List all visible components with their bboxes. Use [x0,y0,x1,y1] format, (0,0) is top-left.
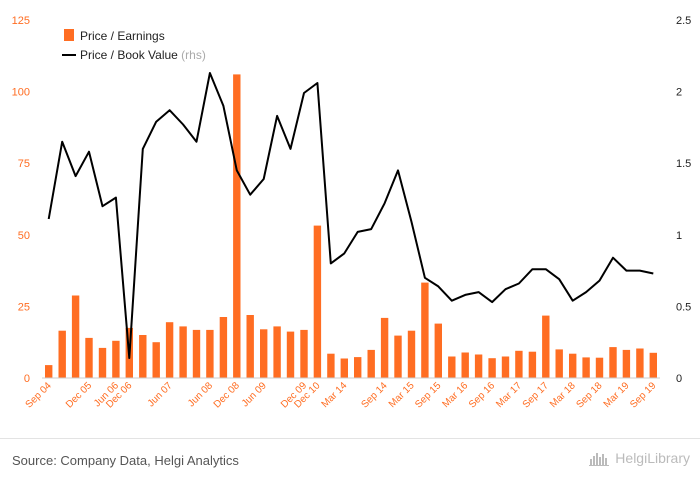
pe-bar [542,315,550,378]
pe-bar [609,347,617,378]
pe-bar [501,356,510,378]
right-tick-label: 0 [676,373,682,385]
pe-bar [260,329,268,378]
left-tick-label: 0 [24,373,30,385]
x-tick-label: Mar 16 [441,380,471,410]
brand-name: HelgiLibrary [615,450,690,466]
left-tick-label: 75 [18,158,30,170]
pe-bar [206,329,214,378]
footer: Source: Company Data, Helgi Analytics He… [0,438,700,483]
right-tick-label: 2.5 [676,15,691,27]
pe-bar [98,347,107,378]
left-tick-label: 25 [18,301,30,313]
pe-bar [474,354,483,378]
left-axis: 0 25 50 75 100 125 [12,15,30,385]
x-tick-label: Mar 14 [320,380,350,410]
pe-bar [595,357,604,378]
x-tick-label: Sep 18 [574,380,604,410]
pe-bar [327,353,335,378]
pe-bar [340,358,348,378]
pe-bar [179,326,187,378]
pe-bar [152,342,160,378]
pe-bar [192,329,201,378]
right-axis: 0 0.5 1 1.5 2 2.5 [676,15,691,385]
pe-bar [246,315,254,378]
pe-bar [354,357,362,378]
x-tick-label: Mar 17 [494,380,524,410]
pbv-line [47,72,654,359]
pe-bar [380,317,389,378]
pe-bar [71,295,80,378]
pe-bar [649,352,657,378]
x-tick-label: Mar 19 [602,380,632,410]
pe-bar [394,335,402,378]
pe-bar [45,365,53,378]
right-tick-label: 0.5 [676,301,691,313]
library-icon [589,453,610,466]
legend-line-label: Price / Book Value (rhs) [80,48,206,62]
legend: Price / Earnings Price / Book Value (rhs… [62,29,206,62]
legend-bar-swatch [64,29,74,41]
pe-bar [233,74,241,379]
pe-bar [622,349,631,378]
legend-bar-label: Price / Earnings [80,29,165,43]
x-tick-label: Mar 15 [387,380,417,410]
pe-bar [139,335,147,378]
x-tick-label: Mar 18 [548,380,578,410]
left-tick-label: 100 [12,87,30,99]
x-tick-label: Jun 08 [186,380,215,409]
pe-bar [407,330,416,378]
pe-bar [367,349,375,378]
brand-logo[interactable]: HelgiLibrary [589,450,690,466]
pe-bar [300,329,308,378]
pe-bar [488,358,496,378]
x-tick-label: Sep 19 [628,380,658,410]
x-tick-label: Sep 16 [467,380,497,410]
x-tick-label: Sep 17 [521,380,551,410]
pe-bar [528,351,537,378]
pe-bar [515,350,523,378]
x-tick-label: Jun 09 [240,380,269,409]
pe-bar [112,340,120,378]
right-tick-label: 1.5 [676,158,691,170]
pe-bar [85,337,93,378]
pe-bar [313,225,322,378]
pe-bar [421,282,429,378]
legend-rhs-tag: (rhs) [181,48,206,62]
pe-bar [286,331,295,378]
pe-bar [555,349,563,378]
source-note: Source: Company Data, Helgi Analytics [12,453,239,468]
pe-bar [434,323,442,378]
pe-bar [219,317,228,378]
pe-bar [273,326,281,378]
x-tick-label: Dec 08 [212,380,242,410]
x-tick-label: Sep 14 [360,380,390,410]
pe-bar [569,353,577,378]
x-tick-label: Sep 15 [413,380,443,410]
left-tick-label: 125 [12,15,30,27]
right-tick-label: 2 [676,87,682,99]
pe-bars [45,74,657,379]
legend-line-text: Price / Book Value [80,48,178,62]
x-tick-label: Jun 07 [146,380,175,409]
pe-bar [461,352,469,378]
pe-bar [58,330,66,378]
pe-bar [165,322,174,378]
x-tick-label: Dec 05 [64,380,94,410]
pbv-line-layer [47,72,654,359]
right-tick-label: 1 [676,230,682,242]
left-tick-label: 50 [18,230,30,242]
pe-bar [582,357,590,378]
pe-bar [636,348,644,378]
pe-bar [448,356,456,378]
